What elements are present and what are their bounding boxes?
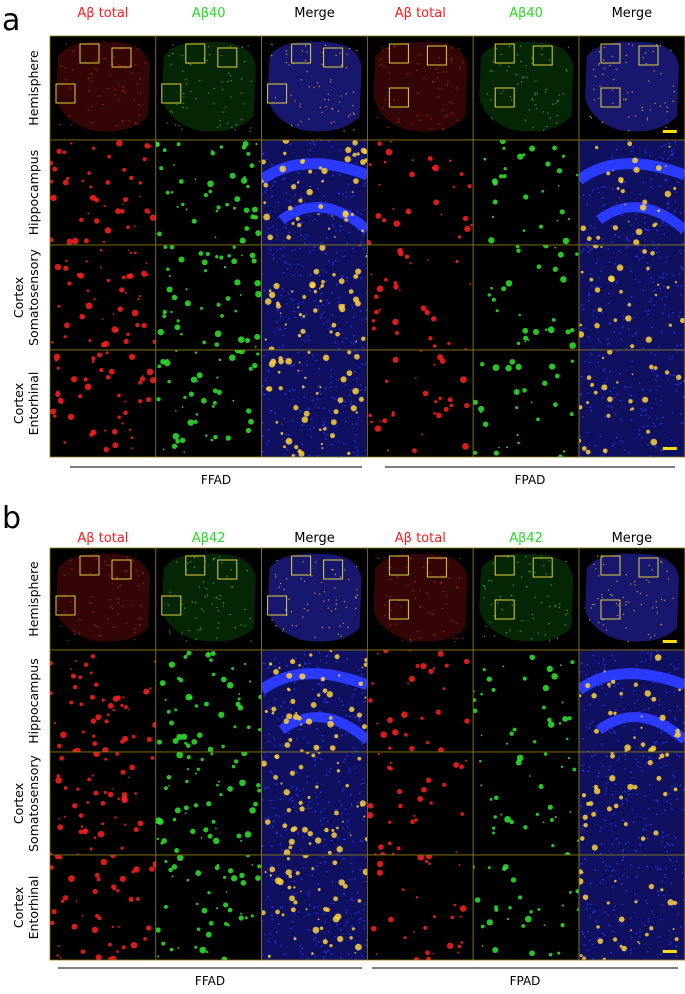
- micrograph: [367, 140, 474, 245]
- micrograph: [50, 855, 156, 960]
- micrograph: [473, 350, 579, 457]
- micrograph: [50, 548, 156, 650]
- row-label: Entorhinal: [26, 876, 41, 940]
- row-label: Hippocampus: [26, 150, 41, 235]
- micrograph: [473, 752, 580, 855]
- column-header: Aβ42: [192, 531, 226, 546]
- column-header: Merge: [612, 531, 653, 546]
- micrograph: [473, 650, 579, 752]
- group-label: FPAD: [510, 974, 541, 988]
- row-label: Cortex: [11, 277, 26, 318]
- row-label: Cortex: [11, 783, 26, 824]
- micrograph: [367, 36, 474, 140]
- micrograph: [261, 245, 368, 350]
- column-header: Aβ40: [192, 6, 226, 21]
- micrograph: [50, 650, 156, 752]
- micrograph: [473, 855, 580, 960]
- row-label: Hippocampus: [26, 658, 41, 743]
- column-header: Merge: [294, 6, 335, 21]
- micrograph: [261, 548, 368, 650]
- micrograph: [50, 350, 156, 457]
- column-header: Merge: [294, 531, 335, 546]
- micrograph: [155, 36, 262, 140]
- column-header: Merge: [612, 6, 653, 21]
- row-label: Cortex: [11, 887, 26, 928]
- micrograph: [367, 855, 474, 960]
- micrograph: [579, 245, 685, 350]
- row-label: Hemisphere: [26, 561, 41, 637]
- row-label: Cortex: [11, 383, 26, 424]
- micrograph: [473, 140, 579, 245]
- column-header: Aβ40: [509, 6, 543, 21]
- row-label: Somatosensory: [26, 249, 41, 346]
- micrograph: [473, 245, 579, 350]
- micrograph: [155, 245, 262, 350]
- micrograph: [579, 752, 685, 855]
- micrograph: [579, 350, 685, 457]
- micrograph: [579, 855, 685, 960]
- micrograph: [367, 245, 474, 350]
- scale-bar: [662, 447, 677, 450]
- panel-letter: a: [2, 3, 20, 38]
- row-label: Hemisphere: [26, 50, 41, 126]
- group-label: FFAD: [195, 974, 225, 988]
- scale-bar: [662, 130, 677, 133]
- micrograph: [155, 752, 262, 855]
- column-header: Aβ total: [395, 6, 446, 21]
- group-label: FPAD: [515, 473, 546, 487]
- micrograph: [155, 855, 262, 960]
- micrograph: [261, 350, 368, 457]
- column-header: Aβ total: [395, 531, 446, 546]
- column-header: Aβ42: [509, 531, 543, 546]
- group-label: FFAD: [201, 473, 231, 487]
- micrograph: [50, 36, 156, 140]
- micrograph: [261, 140, 368, 245]
- micrograph: [367, 752, 474, 855]
- micrograph: [579, 140, 685, 245]
- row-label: Entorhinal: [26, 372, 41, 436]
- scale-bar: [662, 640, 677, 643]
- micrograph: [155, 140, 262, 245]
- micrograph: [50, 140, 156, 245]
- micrograph: [155, 350, 262, 457]
- micrograph: [473, 36, 579, 140]
- micrograph: [261, 36, 368, 140]
- micrograph: [367, 548, 474, 650]
- micrograph: [261, 650, 368, 752]
- micrograph: [579, 548, 685, 650]
- column-header: Aβ total: [77, 6, 128, 21]
- micrograph: [155, 548, 262, 650]
- micrograph: [579, 36, 685, 140]
- micrograph: [155, 650, 262, 752]
- micrograph: [367, 350, 474, 457]
- micrograph: [473, 548, 579, 650]
- scale-bar: [662, 950, 677, 953]
- micrograph: [50, 752, 156, 855]
- row-label: Somatosensory: [26, 755, 41, 852]
- micrograph: [50, 245, 156, 350]
- micrograph: [261, 752, 368, 855]
- micrograph: [579, 650, 685, 752]
- micrograph: [367, 650, 474, 752]
- panel-letter: b: [2, 501, 21, 536]
- micrograph: [261, 855, 368, 960]
- column-header: Aβ total: [77, 531, 128, 546]
